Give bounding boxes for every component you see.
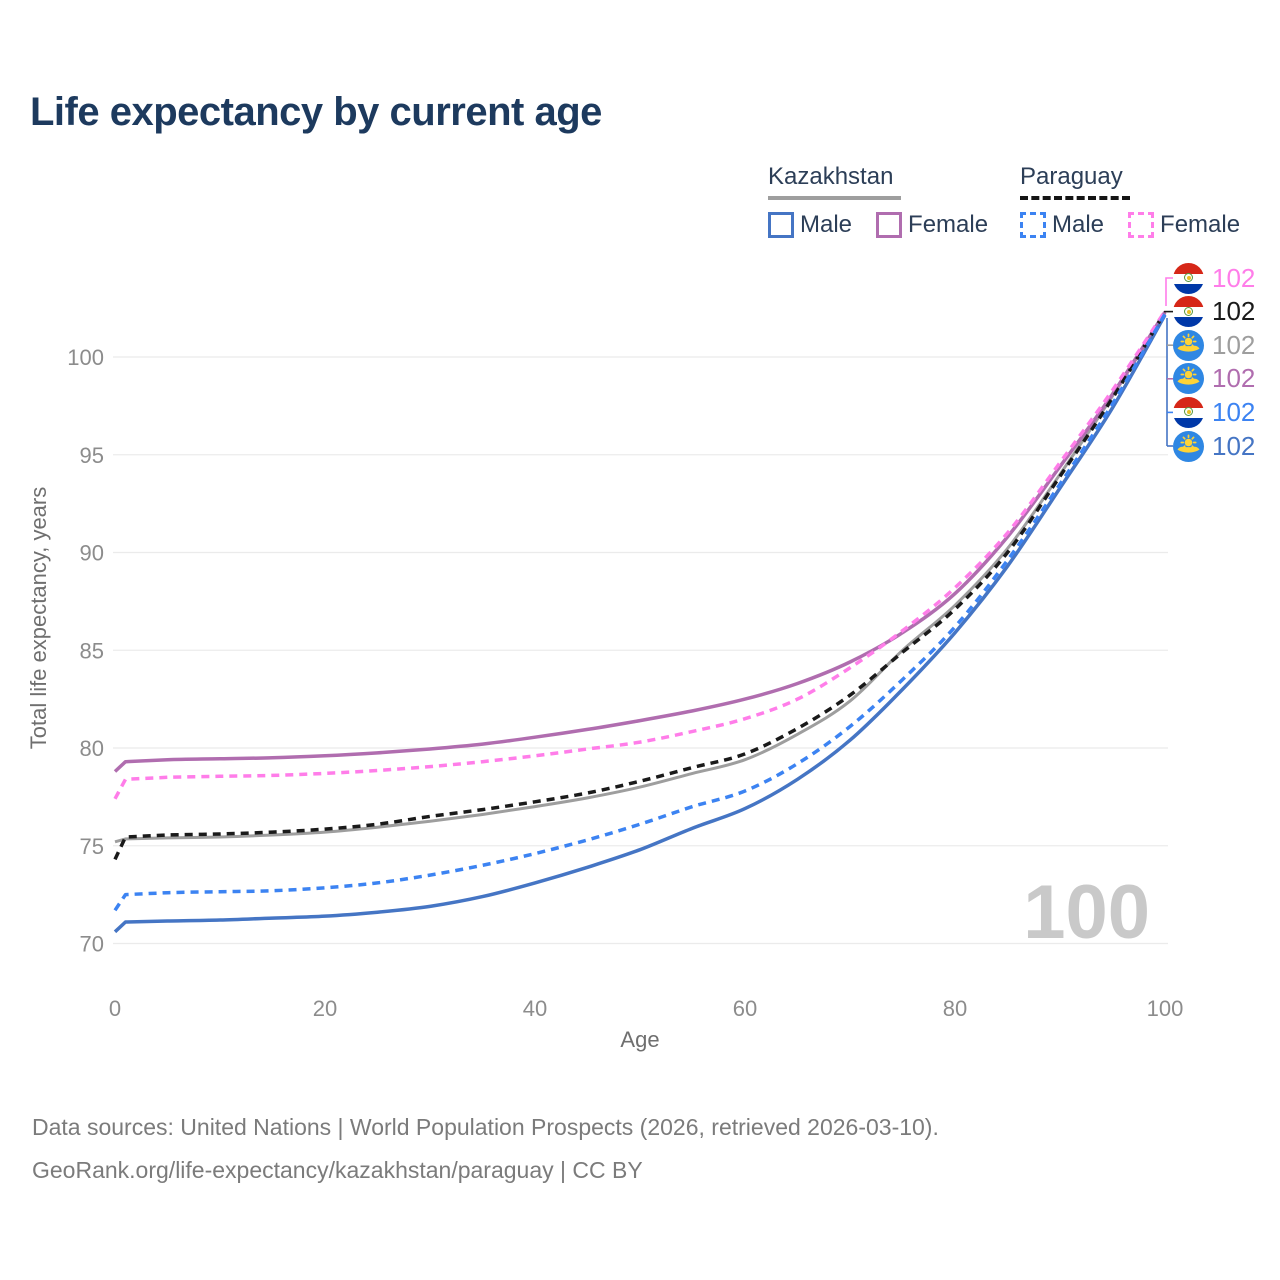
- legend-country-kazakhstan[interactable]: Kazakhstan: [768, 163, 894, 190]
- age-watermark: 100: [1023, 870, 1150, 955]
- footer-data-sources: Data sources: United Nations | World Pop…: [32, 1114, 939, 1140]
- end-label-paraguay-male: 102: [1173, 396, 1256, 428]
- footer: Data sources: United Nations | World Pop…: [32, 1106, 939, 1192]
- x-tick-label: 100: [1147, 996, 1184, 1021]
- leader-line: [1165, 277, 1173, 306]
- legend-label: Female: [1160, 211, 1241, 238]
- end-label-paraguay-total: 102: [1173, 296, 1256, 328]
- legend-group-kazakhstan: Kazakhstan Male Female: [768, 163, 988, 239]
- y-tick-label: 90: [80, 541, 104, 566]
- footer-attribution-link[interactable]: GeoRank.org/life-expectancy/kazakhstan/p…: [32, 1157, 643, 1183]
- legend-item-paraguay-male[interactable]: Male: [1020, 211, 1104, 239]
- legend-kazakhstan-solid-rule: [768, 196, 901, 200]
- kazakhstan-flag-icon: [1173, 329, 1204, 361]
- y-tick-label: 95: [80, 443, 104, 468]
- paraguay-flag-icon: [1173, 296, 1204, 328]
- x-tick-label: 0: [109, 996, 121, 1021]
- y-tick-label: 85: [80, 638, 104, 663]
- series-line-kazakhstan-female: [113, 311, 1167, 773]
- kazakhstan-female-swatch-icon: [876, 212, 903, 238]
- series-line-paraguay-female: [113, 310, 1167, 800]
- legend-label: Male: [800, 211, 853, 238]
- series-line-paraguay-male: [113, 313, 1167, 912]
- y-tick-label: 70: [80, 932, 104, 957]
- legend-paraguay-dashed-rule: [1020, 196, 1130, 200]
- end-label-value: 102: [1212, 363, 1256, 394]
- kazakhstan-flag-icon: [1173, 363, 1204, 395]
- end-label-value: 102: [1212, 329, 1256, 360]
- legend-item-kazakhstan-male[interactable]: Male: [768, 211, 852, 239]
- end-label-value: 102: [1212, 396, 1256, 427]
- legend-group-paraguay: Paraguay Male Female: [1020, 163, 1240, 239]
- page-title: Life expectancy by current age: [30, 90, 602, 134]
- end-label-paraguay-female: 102: [1173, 262, 1256, 294]
- line-chart-canvas: 70 75 80 85 90 95 100 0 20 40 60 80 100 Age Total life…: [26, 277, 1184, 1052]
- end-label-value: 102: [1212, 262, 1256, 293]
- legend-country-paraguay[interactable]: Paraguay: [1020, 163, 1123, 190]
- end-label-kazakhstan-total: 102: [1173, 329, 1256, 361]
- series-line-kazakhstan-male: [113, 314, 1167, 934]
- x-tick-label: 40: [523, 996, 547, 1021]
- series-line-paraguay-total: [113, 311, 1167, 861]
- x-tick-label: 60: [733, 996, 757, 1021]
- paraguay-male-swatch-icon: [1020, 212, 1046, 238]
- kazakhstan-male-swatch-icon: [768, 212, 794, 238]
- x-tick-label: 20: [313, 996, 337, 1021]
- end-label-value: 102: [1212, 430, 1256, 461]
- y-axis-title: Total life expectancy, years: [26, 487, 51, 750]
- y-tick-label: 75: [80, 834, 104, 859]
- y-tick-label: 100: [67, 345, 104, 370]
- paraguay-flag-icon: [1173, 262, 1204, 294]
- x-tick-label: 80: [943, 996, 967, 1021]
- series-line-kazakhstan-total: [114, 312, 1167, 844]
- legend-item-paraguay-female[interactable]: Female: [1128, 211, 1240, 239]
- end-label-value: 102: [1212, 296, 1256, 327]
- legend-label: Male: [1052, 211, 1105, 238]
- x-axis-title: Age: [620, 1027, 659, 1052]
- kazakhstan-flag-icon: [1173, 430, 1204, 462]
- y-tick-label: 80: [80, 736, 104, 761]
- end-label-kazakhstan-female: 102: [1173, 363, 1256, 395]
- legend-label: Female: [908, 211, 989, 238]
- paraguay-flag-icon: [1173, 396, 1204, 428]
- end-label-kazakhstan-male: 102: [1173, 430, 1256, 462]
- legend-item-kazakhstan-female[interactable]: Female: [876, 211, 988, 239]
- paraguay-female-swatch-icon: [1128, 212, 1155, 238]
